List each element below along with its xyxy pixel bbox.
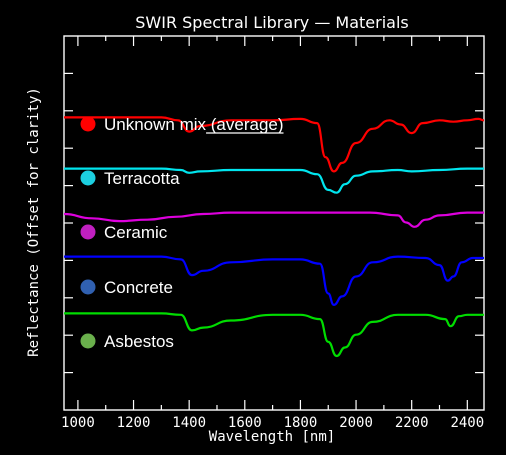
series-line-0 [63,116,485,173]
y-axis-label: Reflectance (Offset for clarity) [26,87,42,357]
series-layer [63,116,485,358]
x-tick-label: 1200 [117,415,151,431]
legend-marker [80,333,96,349]
legend-label: Ceramic [104,223,168,242]
series-line-4 [64,312,484,358]
x-tick-label: 2200 [395,415,429,431]
x-tick-label: 2000 [339,415,373,431]
chart-title: SWIR Spectral Library — Materials [135,13,409,32]
series-line-2 [63,211,484,228]
legend-marker [80,116,96,132]
legend-marker [80,279,96,295]
x-tick-label: 1600 [228,415,262,431]
legend-label: Concrete [104,278,173,297]
legend: Unknown mix (average) Terracotta Ceramic Co… [80,115,284,351]
legend-label: Unknown mix (average) [104,115,284,134]
series-line-1 [64,167,484,194]
x-axis-label: Wavelength [nm] [209,429,335,445]
legend-label: Asbestos [104,332,174,351]
legend-marker [80,170,96,186]
axis-ticks: 1000 1200 1400 1600 1800 2000 2200 2400 [61,36,484,431]
x-tick-label: 2400 [450,415,484,431]
x-tick-label: 1800 [284,415,318,431]
x-tick-label: 1400 [172,415,206,431]
series-line-3 [64,255,484,307]
legend-label: Terracotta [104,169,180,188]
legend-marker [80,224,96,240]
x-tick-label: 1000 [61,415,95,431]
